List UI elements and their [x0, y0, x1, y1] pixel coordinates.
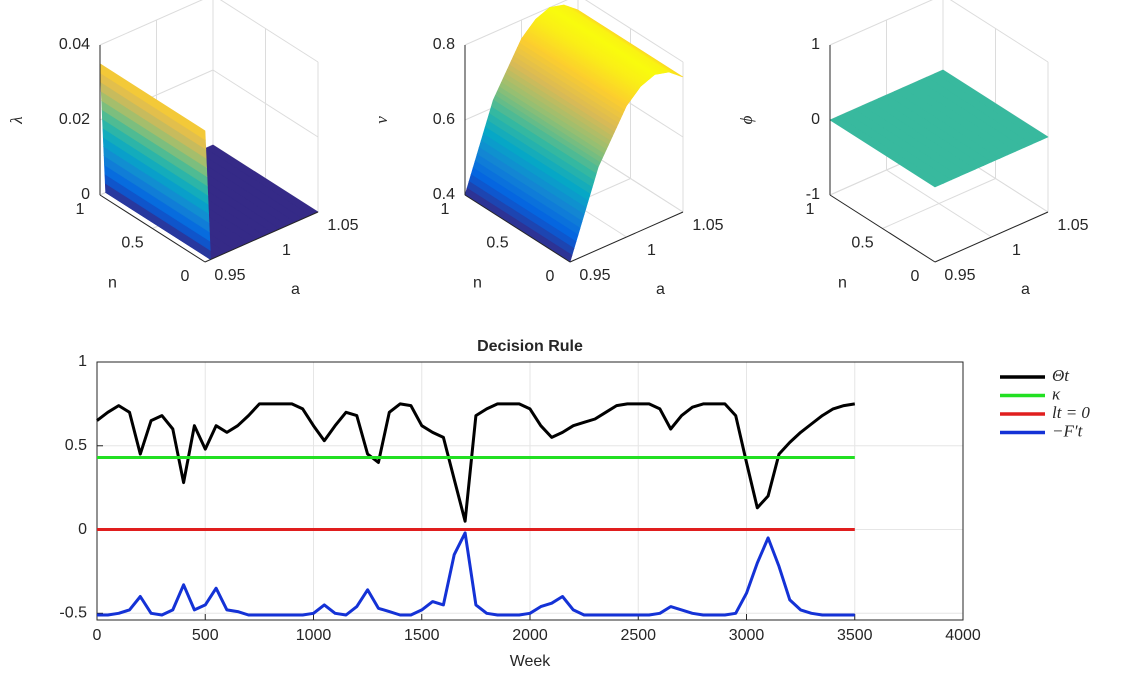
x-tick-label: 2500: [620, 627, 656, 644]
z-tick-label: -1: [806, 186, 820, 203]
x-tick-label: 0.95: [579, 267, 610, 284]
x-tick-label: 1000: [296, 627, 332, 644]
axis-line: [569, 211, 684, 263]
x-tick-label: 1: [1012, 242, 1021, 259]
legend-label: Θt: [1052, 366, 1070, 385]
y-tick-label: 0: [181, 268, 190, 285]
x-axis-label: a: [656, 281, 665, 298]
x-tick-label: 2000: [512, 627, 548, 644]
z-axis-label: ϕ: [737, 115, 756, 124]
y-tick-label: 1: [76, 201, 85, 218]
x-axis-label: a: [1021, 281, 1030, 298]
x-tick-label: 500: [192, 627, 219, 644]
y-tick-label: 1: [806, 201, 815, 218]
z-tick-label: 0.6: [433, 111, 455, 128]
y-tick-label: 0.5: [486, 235, 508, 252]
y-axis-label: n: [838, 275, 847, 292]
z-tick-label: 1: [811, 36, 820, 53]
x-tick-label: 1500: [404, 627, 440, 644]
x-axis-label: Week: [510, 653, 552, 670]
x-tick-label: 0.95: [944, 267, 975, 284]
y-tick-label: 0.5: [851, 235, 873, 252]
y-tick-label: 0: [911, 268, 920, 285]
y-tick-label: 0.5: [121, 235, 143, 252]
z-tick-label: 0.02: [59, 111, 90, 128]
x-tick-label: 3500: [837, 627, 873, 644]
y-tick-label: -0.5: [59, 605, 87, 622]
y-tick-label: 0: [546, 268, 555, 285]
z-tick-label: 0.8: [433, 36, 455, 53]
legend-label: −F′t: [1052, 421, 1084, 440]
y-axis-label: n: [473, 275, 482, 292]
y-tick-label: 1: [441, 201, 450, 218]
z-axis-label: ν: [372, 116, 391, 124]
y-tick-label: 0.5: [65, 437, 87, 454]
chart-title: Decision Rule: [477, 338, 583, 355]
x-tick-label: 4000: [945, 627, 981, 644]
z-tick-label: 0.4: [433, 186, 455, 203]
legend-label: κ: [1052, 384, 1061, 403]
x-tick-label: 1.05: [1057, 217, 1088, 234]
x-tick-label: 3000: [729, 627, 765, 644]
x-axis-label: a: [291, 281, 300, 298]
y-tick-label: 1: [78, 353, 87, 370]
x-tick-label: 0: [93, 627, 102, 644]
surface-patch: [829, 116, 944, 188]
z-tick-label: 0.04: [59, 36, 90, 53]
z-tick-label: 0: [81, 186, 90, 203]
legend-label: lt = 0: [1052, 403, 1090, 422]
series-line: [96, 402, 856, 523]
axes-box: [96, 361, 964, 621]
y-axis-label: n: [108, 275, 117, 292]
axis-line: [829, 194, 936, 263]
series-line: [97, 531, 855, 617]
grid-line: [882, 178, 996, 229]
x-tick-label: 1.05: [692, 217, 723, 234]
x-tick-label: 0.95: [214, 267, 245, 284]
axis-line: [934, 211, 1049, 263]
axis-line: [464, 194, 571, 263]
y-tick-label: 0: [78, 521, 87, 538]
x-tick-label: 1.05: [327, 217, 358, 234]
z-tick-label: 0: [811, 111, 820, 128]
axis-line: [99, 194, 206, 263]
axis-line: [204, 211, 319, 263]
x-tick-label: 1: [282, 242, 291, 259]
x-tick-label: 1: [647, 242, 656, 259]
z-axis-label: λ: [7, 116, 26, 124]
